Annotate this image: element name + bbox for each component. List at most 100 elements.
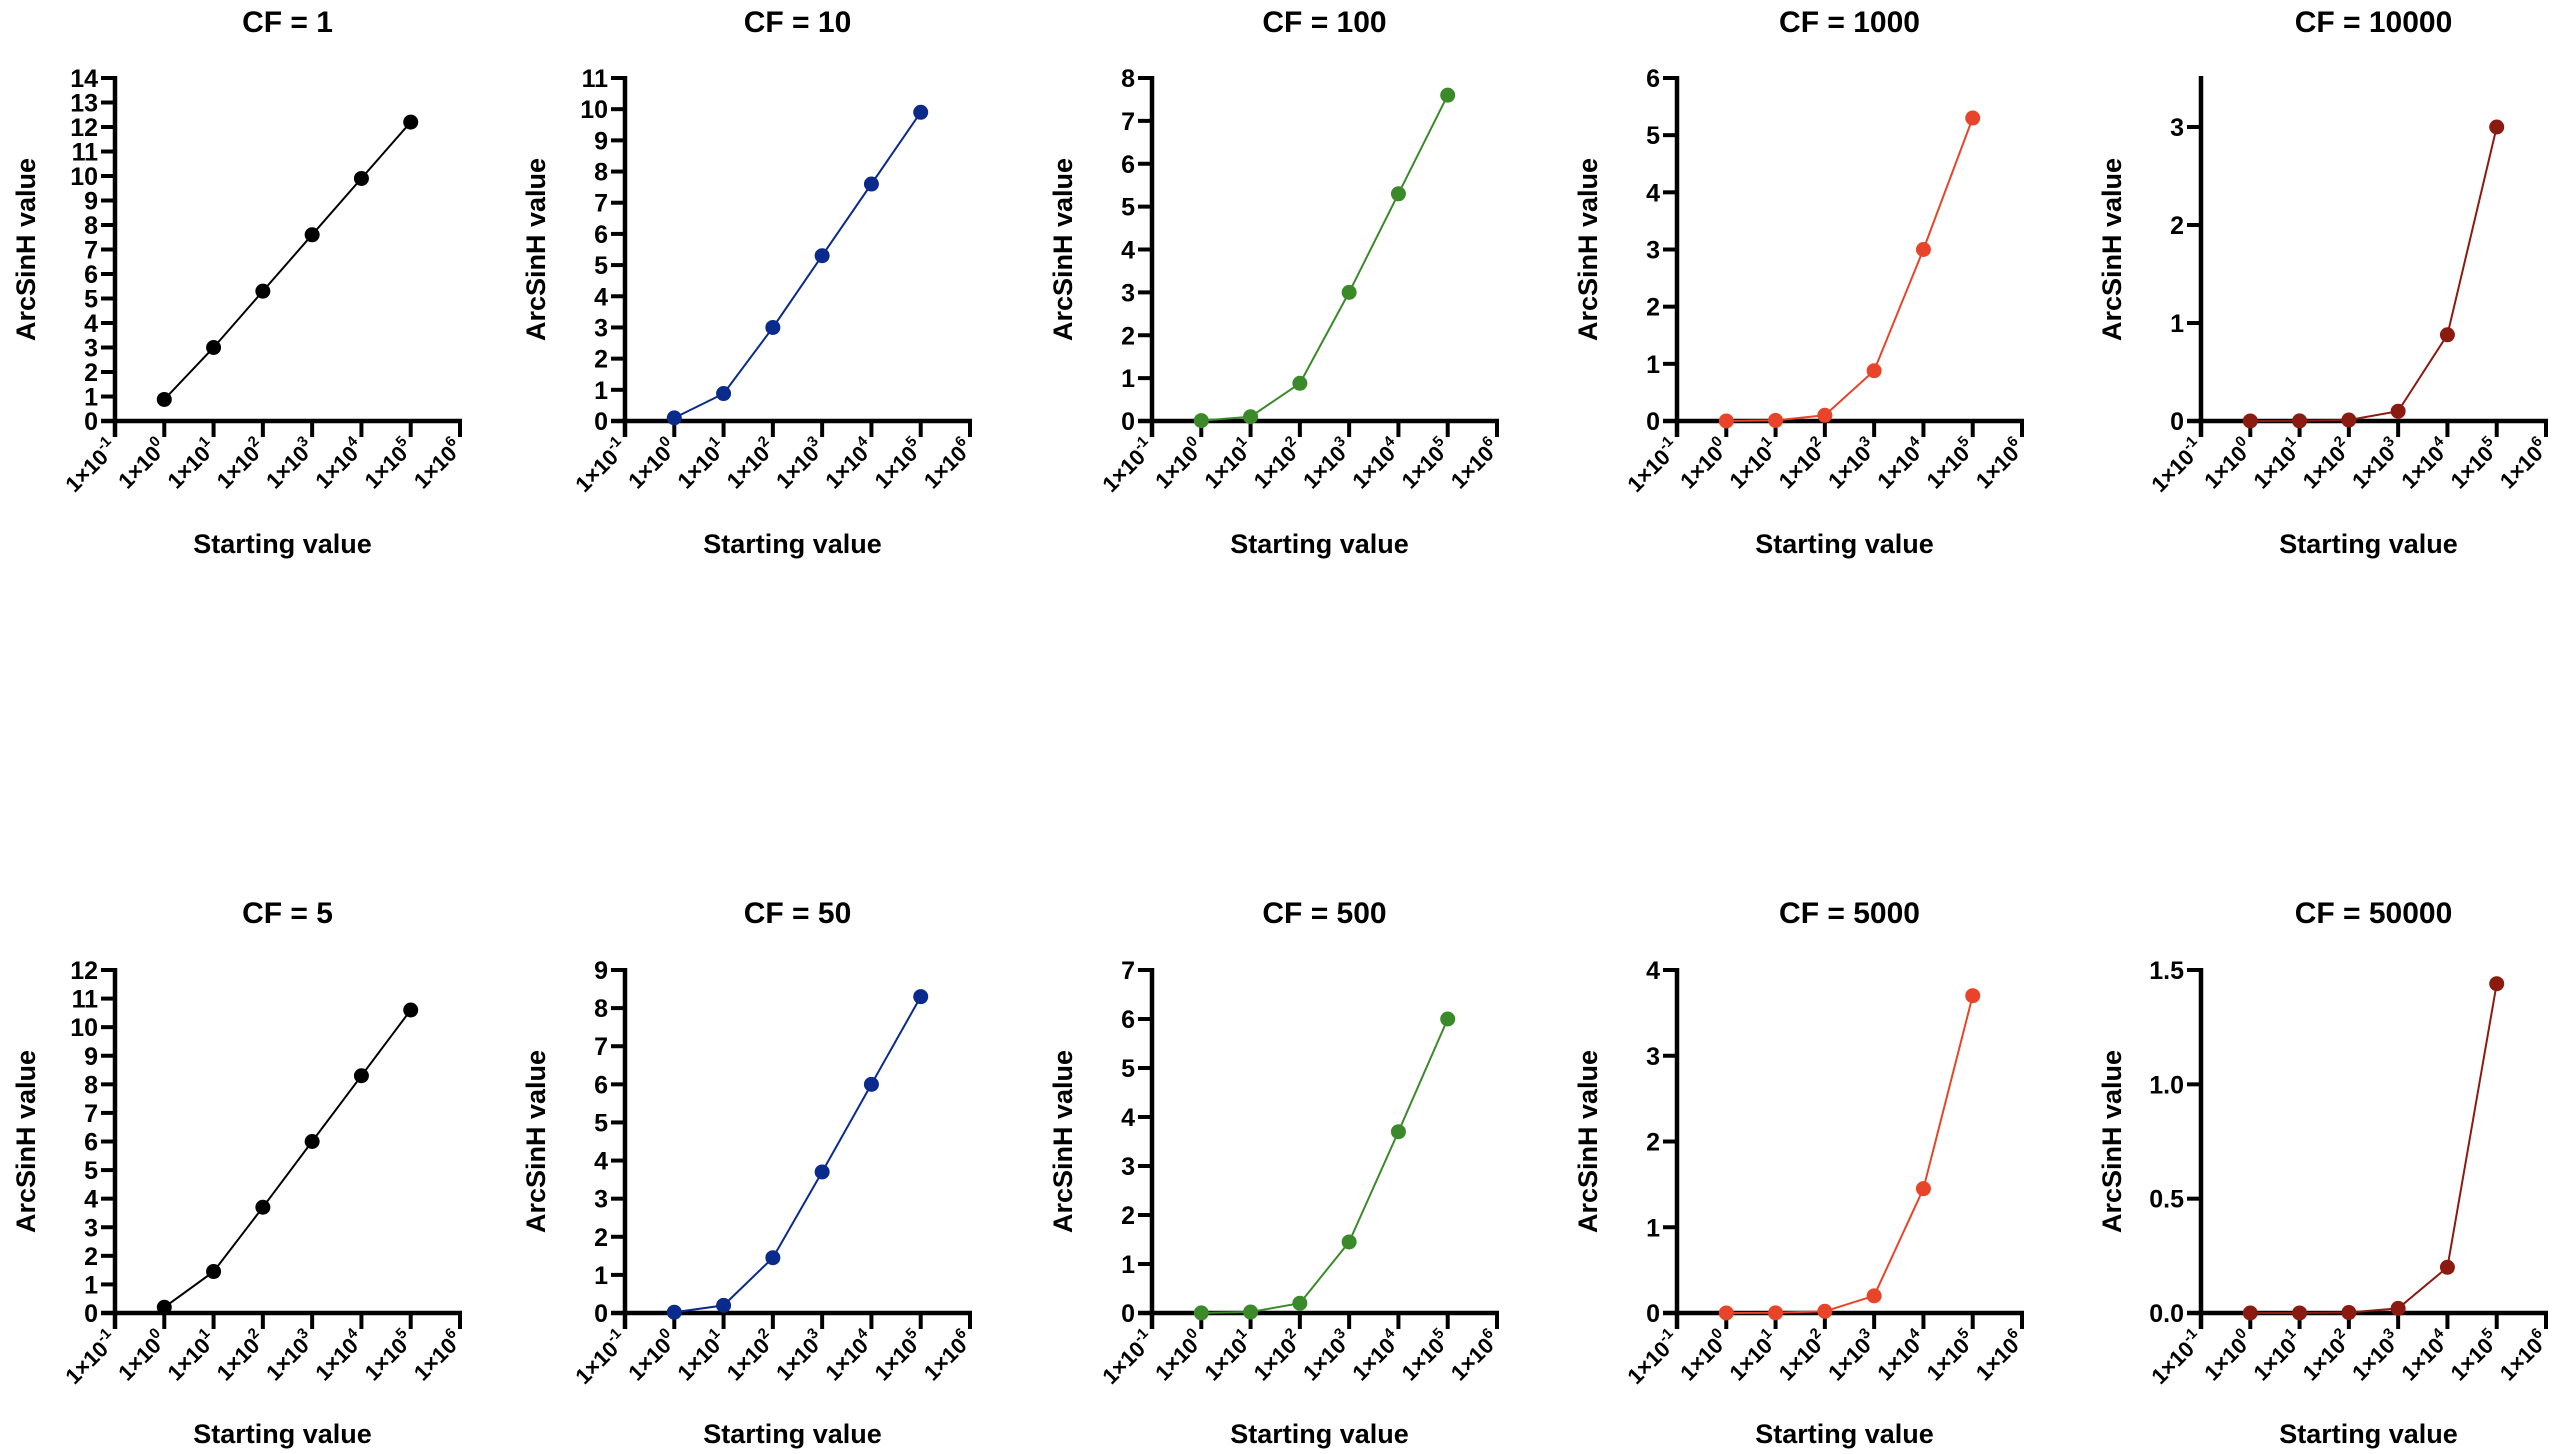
data-point — [1390, 186, 1406, 202]
y-tick-label: 7 — [594, 1033, 608, 1061]
y-axis-label: ArcSinH value — [1573, 158, 1603, 341]
y-axis-label: ArcSinH value — [1573, 1050, 1603, 1233]
chart-title: CF = 50000 — [2295, 897, 2453, 930]
series-line — [1726, 995, 1974, 1314]
data-point — [1440, 87, 1456, 103]
data-point — [1243, 409, 1259, 425]
x-tick-label: 1×100 — [111, 433, 172, 494]
chart-title: CF = 100 — [1262, 6, 1386, 39]
x-tick-label: 1×106 — [1969, 433, 2030, 494]
x-axis-label: Starting value — [1230, 1419, 1409, 1449]
chart-panel: CF = 100 ArcSinH value Starting value 0 1 2 3 4… — [1048, 6, 1505, 559]
y-tick-label: 0.5 — [2149, 1186, 2184, 1214]
chart-title: CF = 5000 — [1779, 897, 1920, 930]
x-tick-label: 1×102 — [210, 433, 271, 494]
data-point — [353, 170, 369, 186]
x-tick-label: 1×106 — [1969, 1325, 2030, 1386]
x-tick-label: 1×100 — [621, 1325, 682, 1386]
x-axis-label: Starting value — [703, 529, 882, 559]
y-tick-label: 0 — [2170, 408, 2184, 436]
y-tick-label: 9 — [84, 1043, 98, 1071]
data-point — [666, 410, 682, 426]
chart-title: CF = 10000 — [2295, 6, 2453, 39]
y-tick-label: 7 — [84, 237, 98, 265]
x-tick-label: 1×101 — [1197, 433, 1258, 494]
y-axis-label: ArcSinH value — [1048, 1050, 1078, 1233]
x-tick-label: 1×10-1 — [1095, 1325, 1159, 1389]
chart-title: CF = 5 — [242, 897, 333, 930]
x-tick-label: 1×101 — [2246, 1325, 2307, 1386]
y-tick-label: 1 — [594, 1262, 608, 1290]
y-tick-label: 1.5 — [2149, 957, 2184, 985]
y-tick-label: 0 — [1121, 1300, 1135, 1328]
y-tick-label: 2 — [1121, 1202, 1135, 1230]
data-point — [2292, 413, 2308, 429]
data-point — [2390, 1300, 2406, 1316]
data-point — [1440, 1011, 1456, 1027]
x-tick-label: 1×100 — [2197, 433, 2258, 494]
x-tick-label: 1×103 — [1821, 1325, 1882, 1386]
chart-panel: CF = 1000 ArcSinH value Starting value 0 1 2 3… — [1573, 6, 2030, 559]
data-point — [863, 176, 879, 192]
data-point — [206, 340, 222, 355]
data-point — [1292, 1295, 1308, 1311]
x-tick-label: 1×106 — [407, 1325, 468, 1386]
y-tick-label: 1 — [1646, 351, 1660, 379]
x-tick-label: 1×101 — [670, 433, 731, 494]
y-axis-label: ArcSinH value — [521, 158, 551, 341]
x-tick-label: 1×103 — [259, 433, 320, 494]
data-point — [765, 319, 781, 335]
x-tick-label: 1×104 — [1345, 432, 1406, 493]
x-tick-label: 1×103 — [259, 1325, 320, 1386]
data-point — [1243, 1304, 1259, 1320]
y-tick-label: 7 — [594, 190, 608, 218]
y-tick-label: 0 — [1121, 408, 1135, 436]
y-tick-label: 3 — [84, 1214, 98, 1242]
y-tick-label: 7 — [84, 1100, 98, 1128]
data-point — [2439, 1259, 2455, 1275]
chart-title: CF = 1000 — [1779, 6, 1920, 39]
x-axis-label: Starting value — [2279, 1419, 2458, 1449]
y-tick-label: 3 — [1646, 237, 1660, 265]
y-tick-label: 1 — [1121, 365, 1135, 393]
x-axis-label: Starting value — [1755, 1419, 1934, 1449]
y-tick-label: 2 — [1646, 1129, 1660, 1157]
data-point — [1915, 1181, 1931, 1197]
y-tick-label: 5 — [1646, 122, 1660, 150]
series-line — [674, 996, 922, 1314]
y-tick-label: 1 — [2170, 310, 2184, 338]
x-tick-label: 1×105 — [2444, 433, 2505, 494]
y-tick-label: 4 — [84, 1186, 98, 1214]
x-tick-label: 1×106 — [2493, 433, 2554, 494]
x-tick-label: 1×103 — [769, 1325, 830, 1386]
x-tick-label: 1×10-1 — [568, 1325, 632, 1389]
data-point — [2489, 119, 2505, 135]
x-tick-label: 1×100 — [111, 1325, 172, 1386]
y-axis-label: ArcSinH value — [11, 1050, 41, 1233]
x-tick-label: 1×105 — [358, 1325, 419, 1386]
x-tick-label: 1×106 — [1444, 433, 1505, 494]
y-tick-label: 5 — [84, 1157, 98, 1185]
data-point — [1817, 1303, 1833, 1319]
x-axis-label: Starting value — [703, 1419, 882, 1449]
x-tick-label: 1×100 — [1148, 1325, 1209, 1386]
y-tick-label: 0 — [594, 408, 608, 436]
chart-title: CF = 1 — [242, 6, 333, 39]
chart-panel: CF = 50 ArcSinH value Starting value 0 1 2 3 4 5… — [521, 897, 972, 1449]
chart-panel: CF = 5000 ArcSinH value Starting value 0 1 2 3… — [1573, 897, 2030, 1449]
data-point — [1866, 1288, 1882, 1304]
y-tick-label: 8 — [1121, 65, 1135, 93]
x-tick-label: 1×101 — [1197, 1325, 1258, 1386]
data-point — [1193, 413, 1209, 429]
y-tick-label: 4 — [594, 1148, 608, 1176]
y-tick-label: 4 — [84, 310, 98, 338]
y-tick-label: 8 — [594, 995, 608, 1023]
x-tick-label: 1×105 — [868, 433, 929, 494]
data-point — [304, 1134, 320, 1149]
x-tick-label: 1×105 — [1395, 1325, 1456, 1386]
data-point — [1341, 1234, 1357, 1250]
x-tick-label: 1×102 — [1247, 433, 1308, 494]
data-point — [716, 386, 732, 402]
